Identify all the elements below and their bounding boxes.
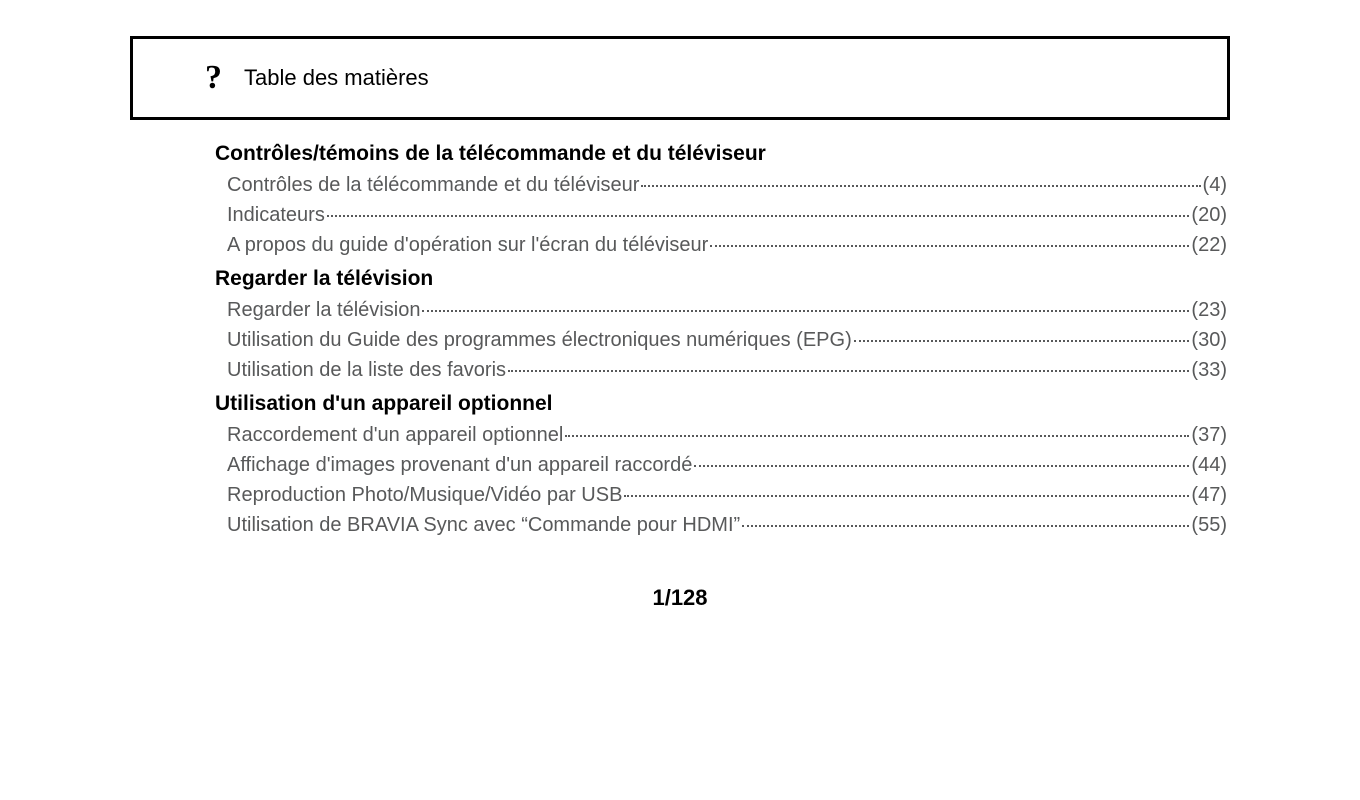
toc-entry-page: (47)	[1191, 484, 1227, 507]
toc-leader	[710, 245, 1189, 247]
toc-entry-page: (20)	[1191, 204, 1227, 227]
title-box: ? Table des matières	[130, 36, 1230, 120]
toc-leader	[565, 435, 1189, 437]
toc-entry[interactable]: Affichage d'images provenant d'un appare…	[227, 454, 1227, 477]
toc-entry-label: Regarder la télévision	[227, 299, 420, 322]
section-heading: Utilisation d'un appareil optionnel	[215, 392, 1230, 416]
toc-entry-label: Utilisation de la liste des favoris	[227, 359, 506, 382]
toc-entry[interactable]: Contrôles de la télécommande et du télév…	[227, 174, 1227, 197]
toc-entry-page: (23)	[1191, 299, 1227, 322]
toc-entry[interactable]: Utilisation de BRAVIA Sync avec “Command…	[227, 514, 1227, 537]
document-page: ? Table des matières Contrôles/témoins d…	[130, 36, 1230, 611]
toc-entry-label: A propos du guide d'opération sur l'écra…	[227, 234, 708, 257]
toc-entry-page: (37)	[1191, 424, 1227, 447]
toc-entry[interactable]: Indicateurs (20)	[227, 204, 1227, 227]
toc-leader	[508, 370, 1189, 372]
section-heading: Contrôles/témoins de la télécommande et …	[215, 142, 1230, 166]
toc-entry[interactable]: Utilisation de la liste des favoris (33)	[227, 359, 1227, 382]
toc-entry-label: Indicateurs	[227, 204, 325, 227]
toc-entry[interactable]: Regarder la télévision (23)	[227, 299, 1227, 322]
toc-entry-page: (30)	[1191, 329, 1227, 352]
toc-entry-label: Utilisation de BRAVIA Sync avec “Command…	[227, 514, 740, 537]
toc-entry[interactable]: Utilisation du Guide des programmes élec…	[227, 329, 1227, 352]
toc-leader	[327, 215, 1190, 217]
toc-leader	[624, 495, 1189, 497]
toc-entry-page: (22)	[1191, 234, 1227, 257]
toc-entry[interactable]: Reproduction Photo/Musique/Vidéo par USB…	[227, 484, 1227, 507]
toc-leader	[641, 185, 1200, 187]
toc-entry-label: Contrôles de la télécommande et du télév…	[227, 174, 639, 197]
toc-entry-page: (4)	[1203, 174, 1227, 197]
toc-entry[interactable]: A propos du guide d'opération sur l'écra…	[227, 234, 1227, 257]
toc-leader	[422, 310, 1189, 312]
toc-entry-label: Utilisation du Guide des programmes élec…	[227, 329, 852, 352]
table-of-contents: Contrôles/témoins de la télécommande et …	[130, 142, 1230, 537]
toc-entry-label: Raccordement d'un appareil optionnel	[227, 424, 563, 447]
section-heading: Regarder la télévision	[215, 267, 1230, 291]
toc-entry-page: (33)	[1191, 359, 1227, 382]
page-indicator: 1/128	[130, 585, 1230, 611]
toc-entry-page: (44)	[1191, 454, 1227, 477]
toc-entry-label: Affichage d'images provenant d'un appare…	[227, 454, 692, 477]
question-icon: ?	[205, 61, 222, 95]
toc-entry[interactable]: Raccordement d'un appareil optionnel (37…	[227, 424, 1227, 447]
toc-entry-page: (55)	[1191, 514, 1227, 537]
toc-leader	[854, 340, 1190, 342]
toc-title: Table des matières	[244, 65, 429, 91]
toc-leader	[742, 525, 1189, 527]
toc-entry-label: Reproduction Photo/Musique/Vidéo par USB	[227, 484, 622, 507]
toc-leader	[694, 465, 1189, 467]
